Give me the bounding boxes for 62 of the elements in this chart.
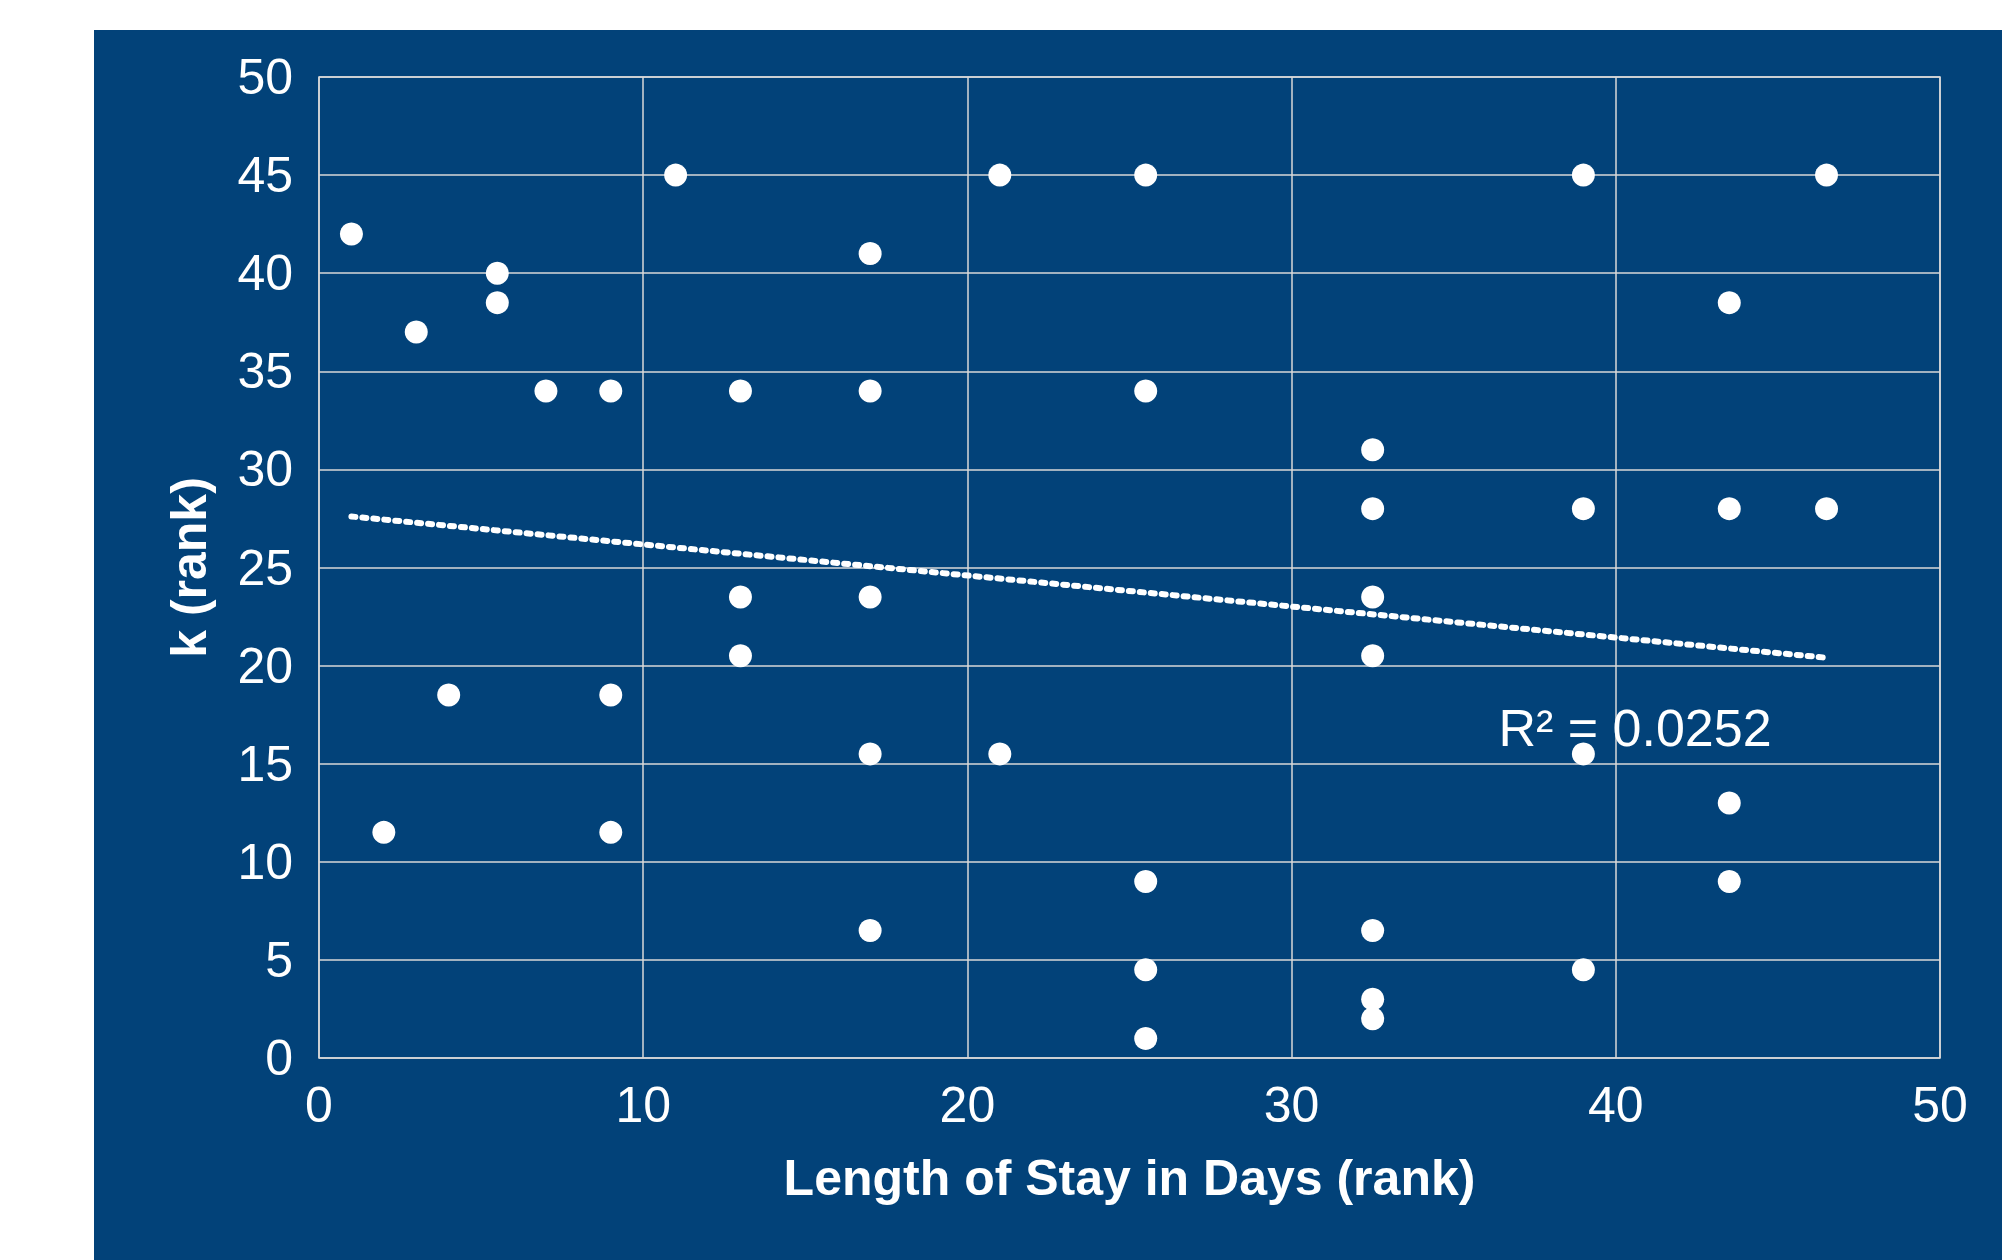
point xyxy=(1134,958,1158,982)
point xyxy=(728,379,752,403)
y-tick-label: 10 xyxy=(237,833,293,890)
y-tick-label: 35 xyxy=(237,343,293,400)
point xyxy=(404,320,428,344)
point xyxy=(339,222,363,246)
point xyxy=(1571,742,1595,766)
point xyxy=(1571,497,1595,521)
point xyxy=(599,683,623,707)
point xyxy=(437,683,461,707)
y-tick-label: 0 xyxy=(265,1030,293,1086)
y-tick-label: 15 xyxy=(237,735,293,792)
x-tick-label: 0 xyxy=(305,1077,333,1133)
y-tick-label: 30 xyxy=(237,441,293,498)
point xyxy=(858,742,882,766)
point xyxy=(858,918,882,942)
point xyxy=(534,379,558,403)
y-tick-label: 25 xyxy=(237,539,293,596)
point xyxy=(1717,791,1741,815)
point xyxy=(728,585,752,609)
point xyxy=(1571,163,1595,187)
y-axis-title: k (rank) xyxy=(161,477,217,658)
point xyxy=(858,585,882,609)
point xyxy=(1361,585,1385,609)
point xyxy=(599,379,623,403)
point xyxy=(599,820,623,844)
point xyxy=(858,242,882,266)
point xyxy=(858,379,882,403)
point xyxy=(1361,438,1385,462)
y-tick-label: 40 xyxy=(237,245,293,302)
point xyxy=(1134,1026,1158,1050)
point xyxy=(1717,291,1741,315)
point xyxy=(485,261,509,285)
y-tick-label: 45 xyxy=(237,147,293,204)
point xyxy=(1361,644,1385,668)
point xyxy=(1134,379,1158,403)
point xyxy=(1361,497,1385,521)
point xyxy=(1717,869,1741,893)
x-tick-label: 40 xyxy=(1587,1077,1644,1133)
point xyxy=(1717,497,1741,521)
y-tick-label: 5 xyxy=(265,931,293,988)
y-tick-label: 20 xyxy=(237,637,293,694)
point xyxy=(372,820,396,844)
x-tick-label: 30 xyxy=(1263,1077,1320,1133)
point xyxy=(664,163,688,187)
point xyxy=(1134,163,1158,187)
point xyxy=(728,644,752,668)
point xyxy=(1361,918,1385,942)
x-tick-label: 10 xyxy=(615,1077,672,1133)
point xyxy=(485,291,509,315)
y-tick-label: 50 xyxy=(237,49,293,105)
point xyxy=(988,742,1012,766)
point xyxy=(1815,497,1839,521)
x-tick-label: 50 xyxy=(1912,1077,1968,1133)
point xyxy=(1361,1007,1385,1031)
point xyxy=(1815,163,1839,187)
x-tick-label: 20 xyxy=(939,1077,996,1133)
point xyxy=(988,163,1012,187)
point xyxy=(1361,987,1385,1011)
x-axis-title: Length of Stay in Days (rank) xyxy=(783,1150,1476,1206)
point xyxy=(1134,869,1158,893)
point xyxy=(1571,958,1595,982)
